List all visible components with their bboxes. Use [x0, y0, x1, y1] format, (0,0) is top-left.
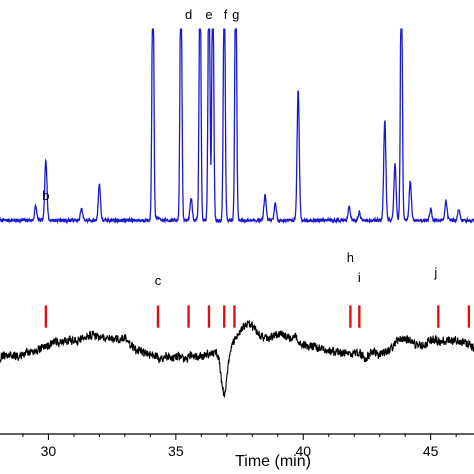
x-tick-label-35: 35	[168, 443, 184, 459]
peak-label-j: j	[433, 265, 437, 280]
x-tick-label-45: 45	[423, 443, 439, 459]
peak-label-e: e	[205, 7, 212, 22]
peak-label-c: c	[155, 273, 162, 288]
traces-group	[0, 28, 474, 398]
peak-label-b: b	[42, 188, 49, 203]
peak-labels-group: b c d e f g hi j	[42, 7, 437, 288]
peak-label-g: g	[232, 7, 239, 22]
peak-label-h: h	[347, 250, 354, 265]
x-tick-label-30: 30	[41, 443, 57, 459]
peak-label-d: d	[185, 7, 192, 22]
x-axis: 30 35 40 45	[0, 433, 474, 459]
markers-group	[44, 305, 471, 328]
peak-label-i: i	[358, 270, 361, 285]
trace-bottom-line	[0, 319, 474, 398]
peak-label-f: f	[224, 7, 228, 22]
trace-top-line	[0, 28, 474, 225]
x-tick-label-40: 40	[295, 443, 311, 459]
x-axis-title: Time (min)	[235, 453, 311, 470]
